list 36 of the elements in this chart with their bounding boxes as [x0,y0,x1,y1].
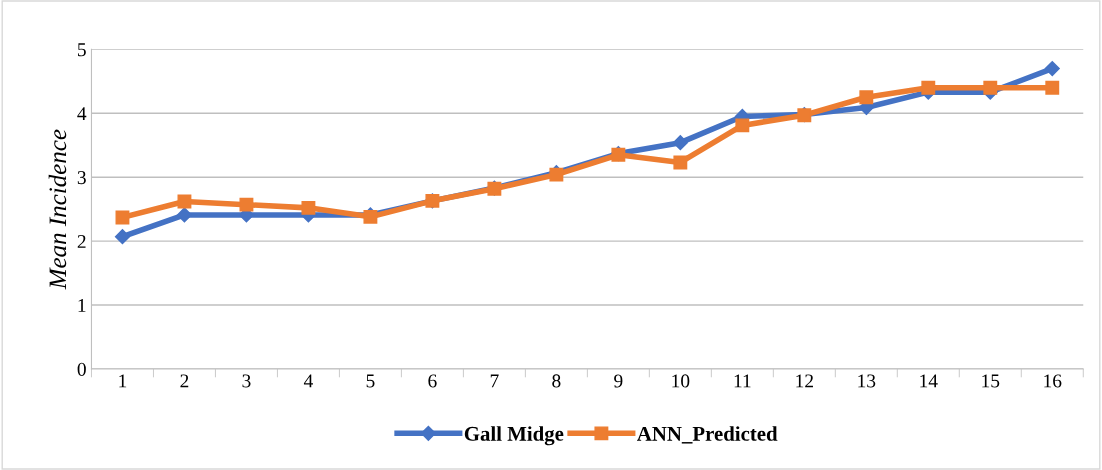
point [983,80,998,95]
legend-label: ANN_Predicted [637,426,778,444]
x-tick-label: 1 [119,374,127,388]
point [1044,60,1060,77]
x-tick-label: 14 [920,374,938,388]
x-tick-label: 6 [428,374,437,388]
x-tick-label: 13 [858,374,876,388]
x-tick-label: 16 [1044,374,1062,388]
x-tick-label: 11 [734,374,751,388]
point [673,155,688,170]
point [735,118,750,133]
y-tick-label: 1 [78,298,86,312]
point [301,200,316,215]
y-tick-label: 2 [77,234,86,248]
x-tick-label: 2 [180,374,189,388]
y-tick-label: 5 [78,43,86,57]
x-tick-label: 10 [672,374,690,388]
x-tick-label: 7 [490,374,499,388]
point [239,197,254,212]
legend-label: Gall Midge [464,426,564,446]
y-tick-label: 4 [77,107,87,121]
x-tick-label: 3 [242,374,251,388]
y-axis-title: Mean Incidence [48,129,67,290]
x-tick-label: 15 [982,374,1000,388]
point [672,135,688,151]
point [1045,80,1060,95]
point [921,80,936,95]
y-tick-label: 3 [77,171,86,185]
y-tick-label: 0 [77,362,86,376]
x-tick-label: 9 [614,374,623,388]
point [114,229,131,245]
x-tick-label: 5 [366,374,375,388]
point [859,90,874,105]
x-tick-label: 8 [552,374,561,388]
x-tick-label: 12 [796,374,813,388]
x-tick-label: 4 [303,374,313,388]
